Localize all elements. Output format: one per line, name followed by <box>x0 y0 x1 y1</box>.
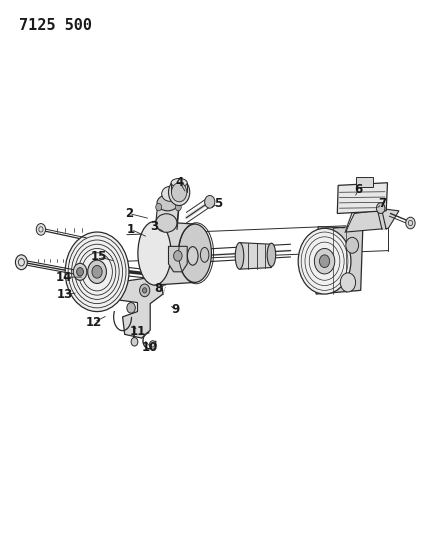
Circle shape <box>36 223 46 235</box>
Polygon shape <box>337 183 387 214</box>
Circle shape <box>77 268 83 276</box>
Circle shape <box>340 273 356 292</box>
Text: 15: 15 <box>91 251 107 263</box>
Text: 10: 10 <box>142 341 158 353</box>
Ellipse shape <box>267 243 276 266</box>
Circle shape <box>65 232 129 312</box>
Ellipse shape <box>178 224 211 282</box>
Circle shape <box>15 255 27 270</box>
Circle shape <box>205 196 215 208</box>
Polygon shape <box>155 221 195 285</box>
Ellipse shape <box>200 247 209 262</box>
Circle shape <box>319 255 330 268</box>
Ellipse shape <box>235 243 244 269</box>
Ellipse shape <box>157 195 178 211</box>
Text: 7: 7 <box>378 197 386 211</box>
Text: 6: 6 <box>354 183 363 196</box>
Circle shape <box>172 183 187 202</box>
Text: 9: 9 <box>172 303 180 317</box>
Polygon shape <box>316 227 363 294</box>
Circle shape <box>88 260 107 284</box>
Circle shape <box>131 337 138 346</box>
Circle shape <box>298 228 351 294</box>
Circle shape <box>377 203 385 214</box>
Text: 3: 3 <box>150 220 158 233</box>
Text: 4: 4 <box>176 176 184 189</box>
Circle shape <box>175 204 181 211</box>
Text: 1: 1 <box>127 223 135 236</box>
Ellipse shape <box>162 187 178 201</box>
Text: 14: 14 <box>56 271 72 284</box>
Ellipse shape <box>187 247 198 265</box>
Circle shape <box>346 237 359 253</box>
Text: 13: 13 <box>56 288 72 301</box>
Circle shape <box>149 341 156 349</box>
Circle shape <box>314 248 335 274</box>
Ellipse shape <box>138 221 171 285</box>
Circle shape <box>406 217 415 229</box>
Text: 5: 5 <box>214 197 223 211</box>
Circle shape <box>156 204 162 211</box>
Circle shape <box>140 284 150 297</box>
Polygon shape <box>156 203 179 223</box>
Circle shape <box>73 263 87 280</box>
Text: 12: 12 <box>86 316 102 329</box>
Circle shape <box>127 303 135 313</box>
Text: 2: 2 <box>125 207 133 220</box>
Polygon shape <box>169 246 187 272</box>
Ellipse shape <box>156 214 177 232</box>
Polygon shape <box>240 243 271 269</box>
Ellipse shape <box>171 179 187 187</box>
Text: 11: 11 <box>129 325 146 338</box>
Polygon shape <box>346 209 399 232</box>
Text: 8: 8 <box>155 282 163 295</box>
Bar <box>357 177 374 187</box>
Circle shape <box>174 251 182 261</box>
Circle shape <box>143 288 147 293</box>
Text: 7125 500: 7125 500 <box>19 18 92 34</box>
Circle shape <box>169 179 190 206</box>
Polygon shape <box>114 276 163 338</box>
Circle shape <box>92 265 102 278</box>
